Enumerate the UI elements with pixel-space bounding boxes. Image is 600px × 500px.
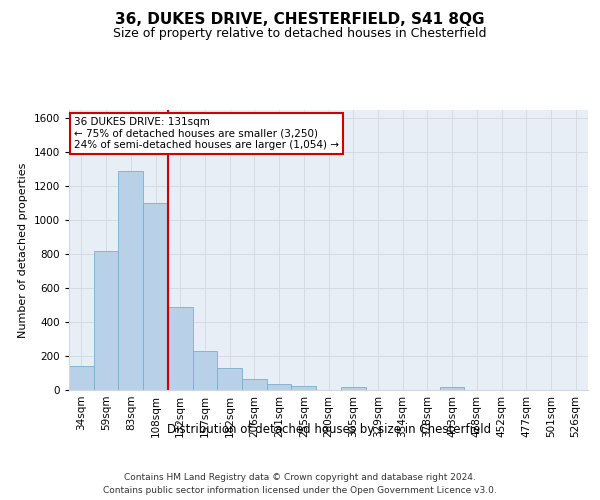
Bar xyxy=(217,368,242,390)
Text: Distribution of detached houses by size in Chesterfield: Distribution of detached houses by size … xyxy=(167,422,491,436)
Bar xyxy=(292,386,316,390)
Bar xyxy=(94,251,118,390)
Bar xyxy=(69,366,94,390)
Bar xyxy=(193,351,217,390)
Text: Contains HM Land Registry data © Crown copyright and database right 2024.: Contains HM Land Registry data © Crown c… xyxy=(124,472,476,482)
Bar xyxy=(143,204,168,390)
Text: 36, DUKES DRIVE, CHESTERFIELD, S41 8QG: 36, DUKES DRIVE, CHESTERFIELD, S41 8QG xyxy=(115,12,485,28)
Bar xyxy=(118,171,143,390)
Bar xyxy=(242,379,267,390)
Text: Size of property relative to detached houses in Chesterfield: Size of property relative to detached ho… xyxy=(113,28,487,40)
Bar xyxy=(440,388,464,390)
Text: Contains public sector information licensed under the Open Government Licence v3: Contains public sector information licen… xyxy=(103,486,497,495)
Bar xyxy=(168,307,193,390)
Y-axis label: Number of detached properties: Number of detached properties xyxy=(18,162,28,338)
Bar xyxy=(267,384,292,390)
Bar xyxy=(341,388,365,390)
Text: 36 DUKES DRIVE: 131sqm
← 75% of detached houses are smaller (3,250)
24% of semi-: 36 DUKES DRIVE: 131sqm ← 75% of detached… xyxy=(74,117,339,150)
